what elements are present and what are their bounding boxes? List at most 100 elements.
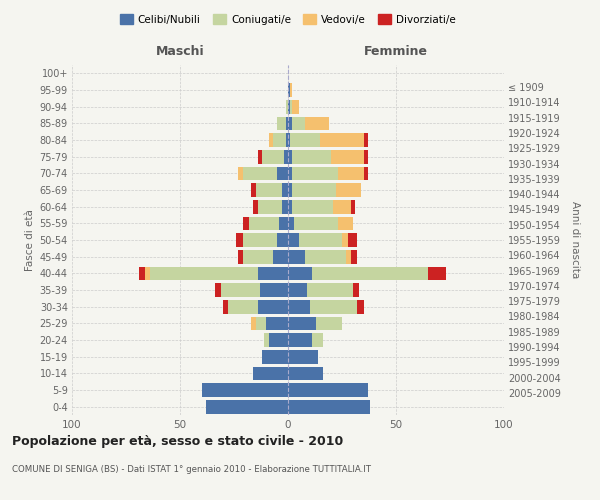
Bar bbox=[292, 200, 334, 213]
Bar bbox=[338, 166, 364, 180]
Bar bbox=[286, 133, 288, 147]
Bar bbox=[316, 316, 342, 330]
Bar bbox=[288, 350, 318, 364]
Bar bbox=[299, 233, 342, 247]
Bar bbox=[288, 150, 292, 164]
Bar bbox=[145, 266, 150, 280]
Bar bbox=[258, 200, 281, 213]
Bar bbox=[290, 133, 320, 147]
Bar bbox=[249, 216, 280, 230]
Bar bbox=[277, 116, 286, 130]
Bar bbox=[288, 316, 316, 330]
Bar bbox=[260, 283, 288, 297]
Bar bbox=[334, 200, 350, 213]
Bar bbox=[364, 150, 368, 164]
Bar bbox=[258, 150, 262, 164]
Bar bbox=[288, 133, 290, 147]
Bar bbox=[242, 166, 277, 180]
Bar bbox=[288, 300, 310, 314]
Bar bbox=[357, 300, 364, 314]
Text: Popolazione per età, sesso e stato civile - 2010: Popolazione per età, sesso e stato civil… bbox=[12, 435, 343, 448]
Bar bbox=[273, 250, 288, 264]
Bar bbox=[288, 183, 292, 197]
Bar bbox=[292, 150, 331, 164]
Bar bbox=[288, 366, 323, 380]
Bar bbox=[288, 166, 292, 180]
Bar bbox=[253, 200, 258, 213]
Bar bbox=[288, 200, 292, 213]
Bar bbox=[292, 100, 299, 114]
Bar bbox=[320, 133, 364, 147]
Bar bbox=[346, 250, 350, 264]
Bar bbox=[292, 183, 335, 197]
Bar bbox=[312, 333, 323, 347]
Bar bbox=[256, 316, 266, 330]
Bar bbox=[269, 133, 273, 147]
Bar bbox=[215, 283, 221, 297]
Bar bbox=[264, 333, 269, 347]
Bar bbox=[342, 233, 349, 247]
Bar bbox=[273, 133, 286, 147]
Bar bbox=[350, 200, 355, 213]
Bar bbox=[227, 300, 258, 314]
Bar bbox=[256, 183, 281, 197]
Bar bbox=[312, 266, 428, 280]
Bar bbox=[286, 116, 288, 130]
Bar bbox=[349, 233, 357, 247]
Bar bbox=[305, 116, 329, 130]
Bar bbox=[277, 166, 288, 180]
Text: Femmine: Femmine bbox=[364, 46, 428, 59]
Bar bbox=[364, 166, 368, 180]
Bar bbox=[277, 233, 288, 247]
Bar bbox=[258, 266, 288, 280]
Bar bbox=[364, 133, 368, 147]
Bar bbox=[295, 216, 338, 230]
Bar bbox=[288, 233, 299, 247]
Bar bbox=[236, 233, 242, 247]
Bar bbox=[292, 116, 305, 130]
Bar bbox=[262, 350, 288, 364]
Bar bbox=[292, 166, 338, 180]
Bar bbox=[150, 266, 258, 280]
Bar bbox=[251, 316, 256, 330]
Bar bbox=[335, 183, 361, 197]
Bar bbox=[202, 383, 288, 397]
Bar bbox=[262, 150, 284, 164]
Bar bbox=[350, 250, 357, 264]
Text: Maschi: Maschi bbox=[155, 46, 205, 59]
Bar bbox=[238, 250, 242, 264]
Bar bbox=[221, 283, 260, 297]
Bar bbox=[310, 300, 357, 314]
Bar bbox=[288, 100, 290, 114]
Bar bbox=[288, 216, 295, 230]
Bar bbox=[284, 150, 288, 164]
Bar bbox=[288, 400, 370, 413]
Bar bbox=[251, 183, 256, 197]
Bar bbox=[307, 283, 353, 297]
Bar bbox=[331, 150, 364, 164]
Bar bbox=[253, 366, 288, 380]
Bar bbox=[290, 83, 292, 97]
Text: COMUNE DI SENIGA (BS) - Dati ISTAT 1° gennaio 2010 - Elaborazione TUTTITALIA.IT: COMUNE DI SENIGA (BS) - Dati ISTAT 1° ge… bbox=[12, 465, 371, 474]
Y-axis label: Anni di nascita: Anni di nascita bbox=[571, 202, 580, 278]
Bar bbox=[288, 250, 305, 264]
Bar bbox=[242, 250, 273, 264]
Bar bbox=[305, 250, 346, 264]
Bar bbox=[266, 316, 288, 330]
Y-axis label: Fasce di età: Fasce di età bbox=[25, 209, 35, 271]
Bar bbox=[242, 233, 277, 247]
Bar bbox=[238, 166, 242, 180]
Bar bbox=[280, 216, 288, 230]
Bar bbox=[139, 266, 145, 280]
Bar bbox=[281, 200, 288, 213]
Bar bbox=[288, 83, 290, 97]
Bar bbox=[290, 100, 292, 114]
Bar bbox=[288, 116, 292, 130]
Bar bbox=[242, 216, 249, 230]
Bar bbox=[281, 183, 288, 197]
Bar bbox=[338, 216, 353, 230]
Bar bbox=[223, 300, 227, 314]
Bar bbox=[288, 283, 307, 297]
Bar bbox=[288, 383, 368, 397]
Bar bbox=[353, 283, 359, 297]
